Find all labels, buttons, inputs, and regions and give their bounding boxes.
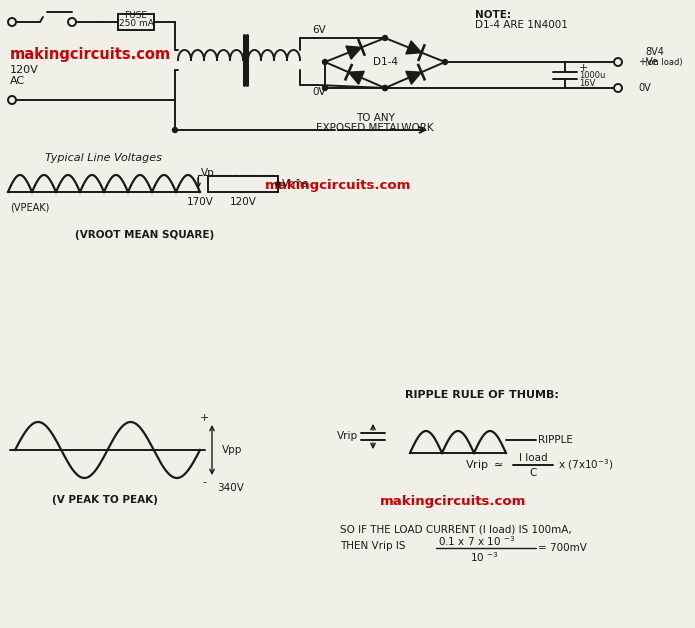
Text: (VROOT MEAN SQUARE): (VROOT MEAN SQUARE)	[75, 230, 215, 240]
Text: (on load): (on load)	[645, 58, 682, 67]
Text: 8V4: 8V4	[645, 47, 664, 57]
Circle shape	[172, 127, 177, 133]
Text: -: -	[202, 477, 206, 487]
Text: THEN Vrip IS: THEN Vrip IS	[340, 541, 405, 551]
Text: Vp: Vp	[201, 168, 215, 178]
Text: TO ANY: TO ANY	[356, 113, 395, 123]
Text: 250 mA: 250 mA	[119, 19, 154, 28]
Text: 0V: 0V	[312, 87, 326, 97]
Text: D1-4 ARE 1N4001: D1-4 ARE 1N4001	[475, 20, 568, 30]
Polygon shape	[349, 72, 364, 84]
Text: +: +	[579, 63, 589, 73]
Text: (VPEAK): (VPEAK)	[10, 203, 49, 213]
Text: 120V: 120V	[229, 197, 256, 207]
Text: +: +	[199, 413, 208, 423]
Text: RIPPLE RULE OF THUMB:: RIPPLE RULE OF THUMB:	[405, 390, 559, 400]
Text: 16V: 16V	[579, 80, 596, 89]
Bar	[118, 14, 154, 30]
Text: C: C	[530, 468, 537, 478]
Text: 120V: 120V	[10, 65, 39, 75]
Text: NOTE:: NOTE:	[475, 10, 511, 20]
Text: +Ve: +Ve	[638, 57, 658, 67]
Text: makingcircuits.com: makingcircuits.com	[380, 495, 526, 509]
Text: FUSE: FUSE	[124, 11, 147, 19]
Text: = 700mV: = 700mV	[538, 543, 587, 553]
Text: SO IF THE LOAD CURRENT (I load) IS 100mA,: SO IF THE LOAD CURRENT (I load) IS 100mA…	[340, 525, 572, 535]
Polygon shape	[406, 41, 421, 54]
Text: makingcircuits.com: makingcircuits.com	[10, 48, 171, 63]
Text: AC: AC	[10, 76, 25, 86]
Circle shape	[382, 36, 388, 40]
Text: 340V: 340V	[217, 483, 244, 493]
Circle shape	[322, 85, 327, 90]
Text: EXPOSED METALWORK: EXPOSED METALWORK	[316, 123, 434, 133]
Text: 0V: 0V	[638, 83, 651, 93]
Text: makingcircuits.com: makingcircuits.com	[265, 178, 411, 192]
Text: RIPPLE: RIPPLE	[538, 435, 573, 445]
Text: 10 $^{-3}$: 10 $^{-3}$	[470, 550, 499, 564]
Polygon shape	[406, 72, 421, 84]
Text: x (7x10$^{-3}$): x (7x10$^{-3}$)	[558, 458, 614, 472]
Text: Vrip: Vrip	[337, 431, 358, 441]
Text: I load: I load	[518, 453, 548, 463]
Text: Vrip $\simeq$: Vrip $\simeq$	[465, 458, 503, 472]
Text: D1-4: D1-4	[373, 57, 398, 67]
Text: 170V: 170V	[186, 197, 213, 207]
Text: 1000u: 1000u	[579, 72, 605, 80]
Polygon shape	[346, 46, 361, 59]
Text: Typical Line Voltages: Typical Line Voltages	[45, 153, 162, 163]
Text: Vrms: Vrms	[282, 179, 309, 189]
Circle shape	[382, 85, 388, 90]
Text: (V PEAK TO PEAK): (V PEAK TO PEAK)	[52, 495, 158, 505]
Text: 0.1 x 7 x 10 $^{-3}$: 0.1 x 7 x 10 $^{-3}$	[438, 534, 515, 548]
Circle shape	[443, 60, 448, 65]
Text: 6V: 6V	[312, 25, 326, 35]
Circle shape	[322, 60, 327, 65]
Text: Vpp: Vpp	[222, 445, 243, 455]
Circle shape	[382, 85, 388, 90]
